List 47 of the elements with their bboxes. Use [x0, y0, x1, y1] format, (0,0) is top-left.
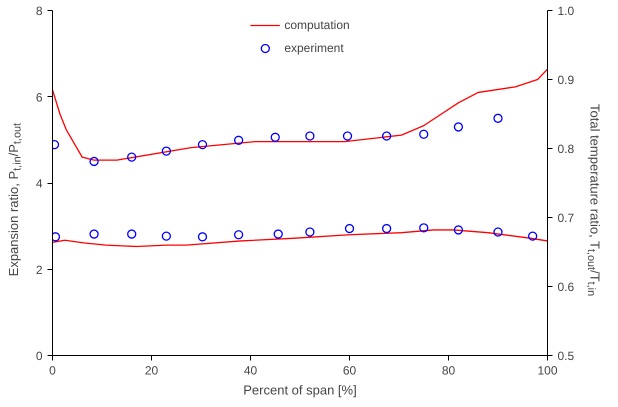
y-tick-label: 4: [36, 176, 43, 190]
point: [454, 225, 464, 235]
y2-tick-label: 0.8: [558, 142, 575, 156]
point: [305, 131, 315, 141]
point: [493, 227, 503, 237]
y2-tick-label: 1.0: [558, 4, 575, 18]
line-series: [52, 229, 548, 248]
y2-tick-label: 0.5: [558, 349, 575, 363]
point: [198, 232, 208, 242]
y-tick-label: 8: [36, 4, 43, 18]
point: [493, 114, 503, 123]
point: [162, 146, 171, 156]
y-tick-label: 0: [36, 349, 43, 363]
point: [127, 152, 136, 162]
y2-tick-label: 0.9: [558, 73, 575, 87]
point: [454, 122, 464, 132]
point: [89, 156, 99, 166]
point: [305, 227, 315, 237]
legend-label: computation: [284, 18, 350, 32]
point: [234, 230, 244, 240]
point: [382, 131, 392, 141]
x-tick-label: 80: [442, 364, 456, 378]
line-series: [52, 68, 548, 161]
point: [419, 130, 428, 139]
x-tick-label: 20: [144, 364, 158, 378]
point: [528, 231, 538, 241]
x-tick-label: 0: [49, 364, 56, 378]
point: [198, 140, 208, 150]
point: [234, 136, 244, 145]
y-tick-label: 6: [36, 90, 43, 104]
x-axis-title: Percent of span [%]: [243, 382, 357, 398]
x-tick-label: 60: [342, 364, 356, 378]
point: [344, 224, 354, 234]
x-tick-label: 40: [244, 364, 258, 378]
point: [419, 223, 428, 232]
x-tick-label: 100: [537, 364, 558, 378]
point: [89, 229, 99, 239]
point: [342, 131, 352, 141]
point: [162, 231, 171, 241]
y2-tick-label: 0.6: [558, 280, 575, 294]
y-tick-label: 2: [36, 262, 43, 277]
point: [382, 224, 392, 234]
point: [274, 229, 283, 239]
point: [127, 229, 136, 239]
legend-label: experiment: [284, 41, 344, 55]
y2-tick-label: 0.7: [558, 211, 575, 225]
point: [270, 132, 280, 142]
